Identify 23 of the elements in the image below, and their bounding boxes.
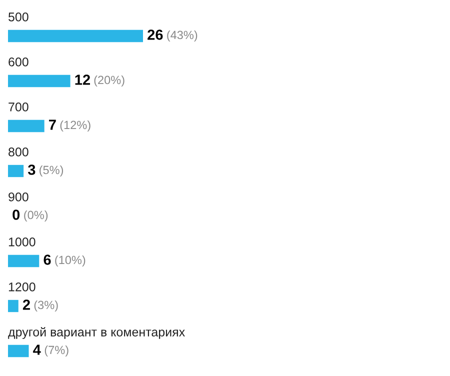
data-label: 6 (10%) <box>44 254 86 266</box>
y-tick-label: 1200 <box>8 282 36 292</box>
bar <box>8 254 40 268</box>
y-tick-label: 500 <box>8 12 28 22</box>
y-tick-label: 900 <box>8 192 28 202</box>
data-label: 12 (20%) <box>75 74 124 86</box>
y-tick-label: 600 <box>8 58 28 66</box>
bar <box>8 30 143 42</box>
data-label: 2 (3%) <box>22 300 58 312</box>
data-label: 4 (7%) <box>33 344 68 356</box>
data-label: 3 (5%) <box>28 164 64 176</box>
y-tick-label: 700 <box>8 102 28 112</box>
bar <box>8 300 18 312</box>
bar <box>8 74 70 88</box>
y-tick-label: 800 <box>8 148 28 156</box>
bar <box>8 344 29 358</box>
bar <box>8 120 44 132</box>
y-tick-label: 1000 <box>8 238 36 246</box>
bar <box>8 164 24 178</box>
y-tick-label: другой вариант в коментариях <box>8 327 185 339</box>
data-label: 0 (0%) <box>12 210 48 222</box>
data-label: 7 (12%) <box>49 120 90 132</box>
data-label: 26 (43%) <box>148 30 198 42</box>
